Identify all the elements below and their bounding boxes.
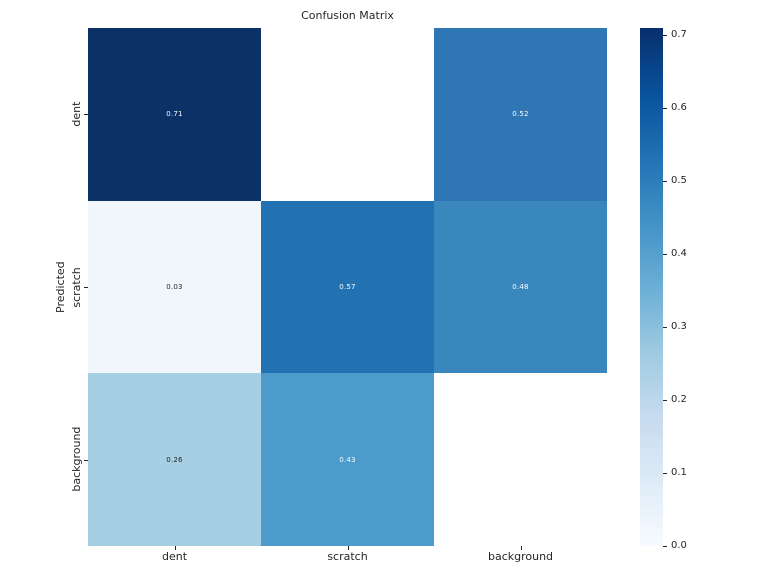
heatmap-cell: 0.52 bbox=[434, 28, 607, 201]
heatmap-cell: 0.57 bbox=[261, 200, 434, 374]
y-tick-mark bbox=[84, 459, 88, 461]
x-tick-label: scratch bbox=[327, 550, 368, 563]
colorbar-tick-mark bbox=[663, 181, 667, 183]
y-axis-label: Predicted bbox=[54, 261, 67, 313]
x-tick-mark bbox=[520, 546, 522, 550]
chart-title: Confusion Matrix bbox=[301, 9, 394, 22]
heatmap-cell bbox=[434, 373, 607, 546]
y-tick-mark bbox=[84, 114, 88, 116]
x-tick-label: dent bbox=[161, 550, 188, 563]
colorbar-tick-label: 0.3 bbox=[671, 321, 687, 333]
colorbar-tick-mark bbox=[663, 546, 667, 547]
colorbar-tick-label: 0.6 bbox=[671, 102, 687, 114]
heatmap-cell: 0.03 bbox=[88, 200, 261, 374]
colorbar-tick-label: 0.4 bbox=[671, 248, 687, 260]
colorbar-tick-mark bbox=[663, 108, 667, 110]
y-tick-mark bbox=[84, 287, 88, 288]
x-tick-label: background bbox=[487, 550, 554, 563]
colorbar-tick-mark bbox=[663, 327, 667, 329]
heatmap-cell: 0.48 bbox=[434, 200, 607, 374]
x-tick-mark bbox=[174, 546, 176, 550]
heatmap-cell: 0.71 bbox=[88, 28, 261, 201]
heatmap-cell: 0.43 bbox=[261, 373, 434, 546]
colorbar-tick-mark bbox=[663, 35, 667, 37]
heatmap-cell bbox=[261, 28, 434, 201]
heatmap-grid: 0.71 0.52 0.03 0.57 0.48 0.26 0.43 bbox=[88, 28, 607, 546]
y-tick-label: dent bbox=[70, 101, 83, 127]
colorbar-tick-mark bbox=[663, 473, 667, 475]
x-tick-mark bbox=[347, 546, 349, 550]
y-tick-label: scratch bbox=[70, 266, 83, 308]
colorbar bbox=[640, 28, 663, 546]
colorbar-tick-mark bbox=[663, 254, 667, 256]
y-tick-label: background bbox=[70, 427, 83, 493]
colorbar-tick-label: 0.7 bbox=[671, 29, 687, 41]
heatmap-cell: 0.26 bbox=[88, 373, 261, 546]
colorbar-tick-label: 0.2 bbox=[671, 394, 687, 406]
colorbar-tick-label: 0.0 bbox=[671, 540, 687, 551]
colorbar-tick-mark bbox=[663, 400, 667, 402]
colorbar-tick-label: 0.5 bbox=[671, 175, 687, 187]
colorbar-tick-label: 0.1 bbox=[671, 467, 687, 479]
